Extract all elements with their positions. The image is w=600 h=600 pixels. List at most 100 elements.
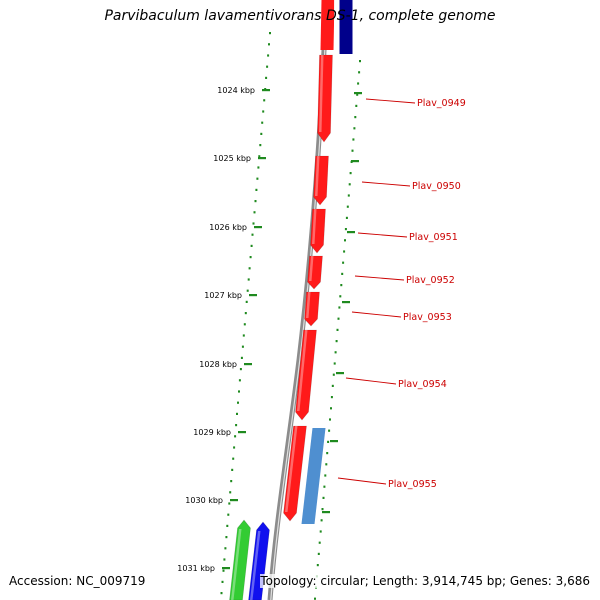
minor-tick (239, 368, 242, 371)
minor-tick (220, 592, 223, 595)
major-tick (238, 431, 246, 434)
kbp-tick-label: 1029 kbp (193, 428, 231, 437)
minor-tick (221, 580, 224, 583)
minor-tick (342, 261, 345, 264)
minor-tick (316, 564, 319, 567)
major-tick (244, 363, 252, 366)
minor-tick (254, 200, 257, 203)
minor-tick (222, 569, 225, 572)
gene-label: Plav_0951 (409, 232, 458, 243)
minor-tick (256, 177, 259, 180)
gene-layer (229, 0, 353, 600)
kbp-tick-label: 1024 kbp (217, 86, 255, 95)
minor-tick (325, 463, 328, 466)
minor-tick (346, 205, 349, 208)
minor-tick (343, 250, 346, 253)
minor-tick (232, 457, 235, 460)
minor-tick (249, 256, 252, 259)
minor-tick (328, 429, 331, 432)
gene-arrow-plav-0951 (310, 208, 326, 254)
minor-tick (235, 424, 238, 427)
minor-tick (349, 172, 352, 175)
minor-tick (355, 104, 358, 107)
kbp-tick-label: 1028 kbp (199, 360, 237, 369)
gene-highlight (306, 292, 311, 318)
gene-highlight (250, 531, 261, 600)
strand-gap (334, 0, 338, 54)
minor-tick (354, 116, 357, 119)
gene-arrow-green (229, 519, 251, 600)
minor-tick (324, 474, 327, 477)
minor-tick (225, 536, 228, 539)
gene-label: Plav_0953 (403, 312, 452, 323)
inner-minor-tick-track (220, 32, 271, 595)
gene-label-leader (354, 275, 405, 281)
minor-tick (351, 149, 354, 152)
gene-highlight (309, 256, 314, 281)
minor-tick (246, 289, 249, 292)
gene-label: Plav_0955 (388, 479, 437, 490)
gene-arrow-plav-0950 (313, 155, 329, 206)
major-tick (258, 157, 266, 160)
major-tick (330, 440, 338, 443)
minor-tick (253, 211, 256, 214)
minor-tick (352, 138, 355, 141)
gene-arrow-other-strand (339, 0, 353, 54)
kbp-tick-label: 1030 kbp (185, 496, 223, 505)
minor-tick (323, 485, 326, 488)
gene-highlight (315, 156, 320, 196)
kbp-tick-label: 1027 kbp (204, 291, 242, 300)
minor-tick (261, 121, 264, 124)
minor-tick (265, 76, 268, 79)
tick-layer: 1024 kbp 1025 kbp 1026 kbp 1027 kbp 1028 kbp… (177, 32, 362, 600)
minor-tick (332, 373, 335, 376)
kbp-tick-label: 1025 kbp (213, 154, 251, 163)
major-tick (230, 499, 238, 502)
gene-label-layer: Plav_0949 Plav_0950 Plav_0951 Plav_0952 Plav… (337, 98, 466, 490)
minor-tick (230, 480, 233, 483)
gene-label-leader (345, 377, 397, 385)
gene-label: Plav_0954 (398, 379, 447, 390)
minor-tick (345, 216, 348, 219)
minor-tick (353, 127, 356, 130)
gene-highlight (319, 55, 324, 132)
minor-tick (247, 278, 250, 281)
minor-tick (259, 144, 262, 147)
major-tick (249, 294, 257, 297)
minor-tick (320, 519, 323, 522)
minor-tick (327, 440, 330, 443)
minor-tick (263, 99, 266, 102)
gene-block-steel (301, 428, 326, 524)
map-title: Parvibaculum lavamentivorans DS-1, compl… (104, 8, 496, 24)
minor-tick (260, 132, 263, 135)
minor-tick (329, 418, 331, 421)
minor-tick (359, 60, 361, 63)
minor-tick (337, 317, 340, 320)
gene-arrow-plav-0953 (304, 291, 320, 327)
minor-tick (344, 228, 347, 231)
minor-tick (223, 558, 226, 561)
minor-tick (244, 312, 247, 315)
minor-tick (338, 306, 341, 309)
minor-tick (251, 233, 254, 236)
minor-tick (344, 239, 346, 242)
accession-text: Accession: NC_009719 (9, 574, 146, 588)
gene-highlight (285, 426, 298, 512)
gene-arrow-plav-0949 (317, 54, 333, 143)
major-tick (342, 301, 350, 304)
gene-arrow-plav-0955 (283, 425, 307, 522)
minor-tick (330, 396, 333, 399)
minor-tick (241, 345, 244, 348)
minor-tick (269, 32, 271, 35)
minor-tick (242, 334, 245, 337)
major-tick (254, 226, 262, 229)
minor-tick (357, 82, 360, 85)
minor-tick (321, 508, 324, 511)
gene-label-leader (357, 232, 408, 238)
minor-tick (233, 446, 236, 449)
minor-tick (266, 65, 269, 68)
minor-tick (333, 362, 336, 365)
major-tick (222, 567, 230, 570)
minor-tick (348, 183, 351, 186)
